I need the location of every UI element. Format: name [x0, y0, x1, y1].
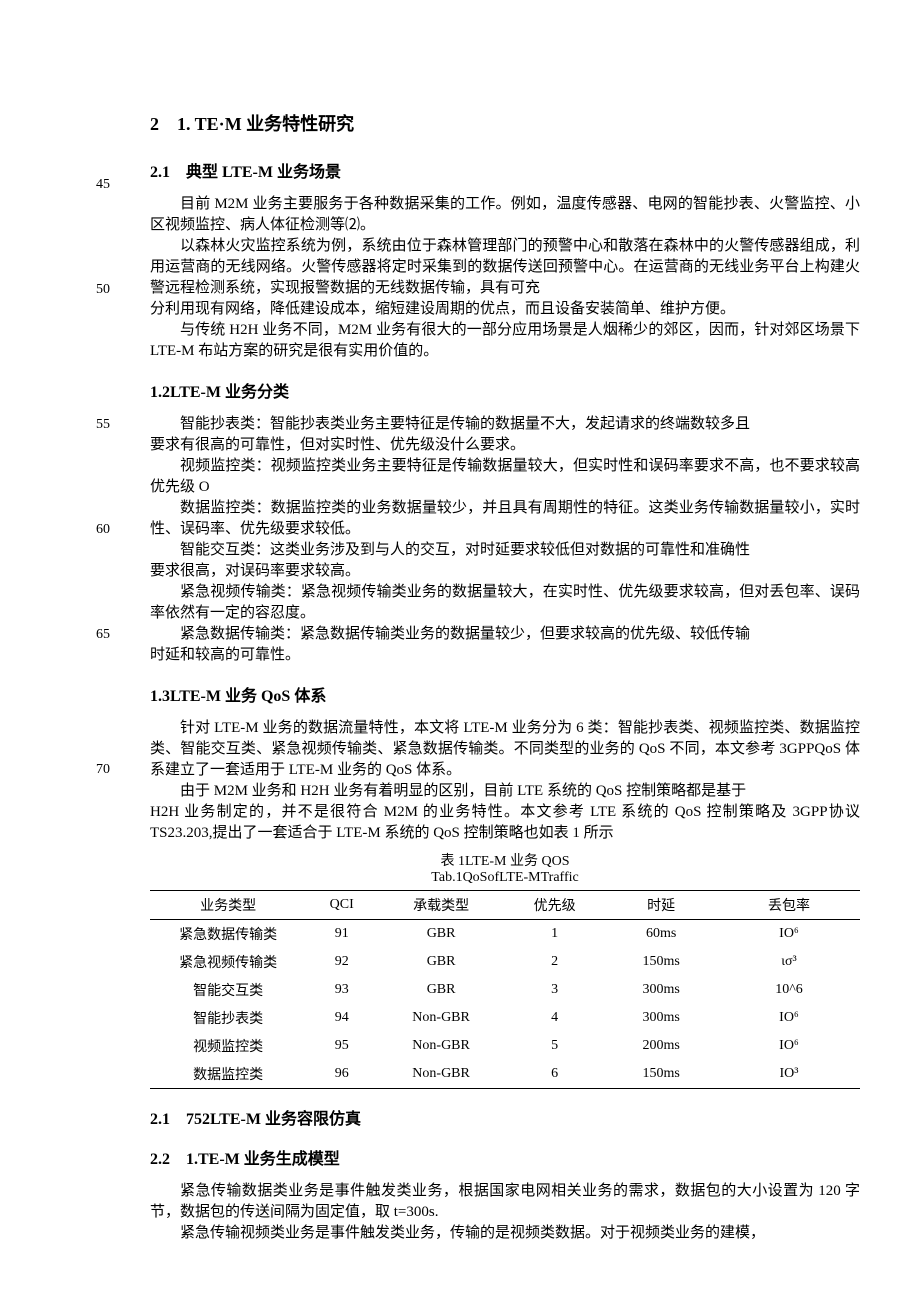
body-paragraph: 紧急传输数据类业务是事件触发类业务，根据国家电网相关业务的需求，数据包的大小设置…: [150, 1181, 860, 1223]
body-paragraph: 由于 M2M 业务和 H2H 业务有着明显的区别，目前 LTE 系统的 QoS …: [150, 781, 860, 802]
table-cell: IO⁶: [718, 920, 860, 949]
table-header-cell: 承载类型: [377, 891, 505, 920]
body-paragraph: 要求很高，对误码率要求较高。: [150, 561, 860, 582]
line-number: 60: [70, 522, 110, 538]
table-header-cell: QCI: [306, 891, 377, 920]
table-cell: 数据监控类: [150, 1060, 306, 1089]
table-cell: IO⁶: [718, 1004, 860, 1032]
section-2-1b-heading: 2.1 752LTE-M 业务容限仿真: [150, 1105, 860, 1129]
line-number: 45: [70, 177, 110, 193]
table-cell: 60ms: [604, 920, 718, 949]
table-cell: 4: [505, 1004, 604, 1032]
table-cell: 紧急视频传输类: [150, 948, 306, 976]
line-number: 65: [70, 627, 110, 643]
table-header-cell: 优先级: [505, 891, 604, 920]
table-cell: Non-GBR: [377, 1060, 505, 1089]
table-cell: 6: [505, 1060, 604, 1089]
body-paragraph: H2H 业务制定的，并不是很符合 M2M 的业务特性。本文参考 LTE 系统的 …: [150, 802, 860, 844]
section-1-3-heading: 1.3LTE-M 业务 QoS 体系: [150, 682, 860, 706]
line-number: 55: [70, 417, 110, 433]
table-cell: 93: [306, 976, 377, 1004]
table-row: 紧急数据传输类91GBR160msIO⁶: [150, 920, 860, 949]
line-number: 70: [70, 762, 110, 778]
body-paragraph: 目前 M2M 业务主要服务于各种数据采集的工作。例如，温度传感器、电网的智能抄表…: [150, 194, 860, 236]
table-cell: 94: [306, 1004, 377, 1032]
table-header-cell: 时延: [604, 891, 718, 920]
body-paragraph: 针对 LTE-M 业务的数据流量特性，本文将 LTE-M 业务分为 6 类：智能…: [150, 718, 860, 781]
table-cell: 200ms: [604, 1032, 718, 1060]
line-number: 50: [70, 282, 110, 298]
table-cell: 5: [505, 1032, 604, 1060]
body-paragraph: 紧急传输视频类业务是事件触发类业务，传输的是视频类数据。对于视频类业务的建模，: [150, 1223, 860, 1244]
body-paragraph: 视频监控类：视频监控类业务主要特征是传输数据量较大，但实时性和误码率要求不高，也…: [150, 456, 860, 498]
table-header-cell: 业务类型: [150, 891, 306, 920]
table-cell: GBR: [377, 976, 505, 1004]
table-cell: 10^6: [718, 976, 860, 1004]
table-cell: 视频监控类: [150, 1032, 306, 1060]
table-row: 智能抄表类94Non-GBR4300msIO⁶: [150, 1004, 860, 1032]
body-paragraph: 要求有很高的可靠性，但对实时性、优先级没什么要求。: [150, 435, 860, 456]
body-paragraph: 紧急数据传输类：紧急数据传输类业务的数据量较少，但要求较高的优先级、较低传输: [150, 624, 860, 645]
table-cell: IO⁶: [718, 1032, 860, 1060]
table-cell: 300ms: [604, 976, 718, 1004]
section-2-2-heading: 2.2 1.TE-M 业务生成模型: [150, 1145, 860, 1169]
table-header-cell: 丢包率: [718, 891, 860, 920]
table-cell: 91: [306, 920, 377, 949]
table-row: 数据监控类96Non-GBR6150msIO³: [150, 1060, 860, 1089]
table-cell: 150ms: [604, 948, 718, 976]
table-cell: 2: [505, 948, 604, 976]
table-cell: ισ³: [718, 948, 860, 976]
table-cell: 紧急数据传输类: [150, 920, 306, 949]
table-row: 视频监控类95Non-GBR5200msIO⁶: [150, 1032, 860, 1060]
table-row: 智能交互类93GBR3300ms10^6: [150, 976, 860, 1004]
table-header-row: 业务类型 QCI 承载类型 优先级 时延 丢包率: [150, 891, 860, 920]
table-cell: GBR: [377, 920, 505, 949]
table-cell: 300ms: [604, 1004, 718, 1032]
body-paragraph: 时延和较高的可靠性。: [150, 645, 860, 666]
table-cell: Non-GBR: [377, 1004, 505, 1032]
qos-table: 业务类型 QCI 承载类型 优先级 时延 丢包率 紧急数据传输类91GBR160…: [150, 890, 860, 1089]
table-cell: 92: [306, 948, 377, 976]
body-paragraph: 智能交互类：这类业务涉及到与人的交互，对时延要求较低但对数据的可靠性和准确性: [150, 540, 860, 561]
body-paragraph: 智能抄表类：智能抄表类业务主要特征是传输的数据量不大，发起请求的终端数较多且: [150, 414, 860, 435]
page-container: 45 50 55 60 65 70 2 1. TE·M 业务特性研究 2.1 典…: [0, 110, 920, 1244]
table-cell: 150ms: [604, 1060, 718, 1089]
section-2-1-heading: 2.1 典型 LTE-M 业务场景: [150, 158, 860, 182]
table-cell: Non-GBR: [377, 1032, 505, 1060]
table-cell: 1: [505, 920, 604, 949]
table-body: 紧急数据传输类91GBR160msIO⁶紧急视频传输类92GBR2150msισ…: [150, 920, 860, 1089]
table-cell: GBR: [377, 948, 505, 976]
body-paragraph: 数据监控类：数据监控类的业务数据量较少，并且具有周期性的特征。这类业务传输数据量…: [150, 498, 860, 540]
table-cell: IO³: [718, 1060, 860, 1089]
table-row: 紧急视频传输类92GBR2150msισ³: [150, 948, 860, 976]
table-title: 表 1LTE-M 业务 QOS: [150, 850, 860, 870]
table-cell: 95: [306, 1032, 377, 1060]
table-cell: 智能交互类: [150, 976, 306, 1004]
table-cell: 智能抄表类: [150, 1004, 306, 1032]
section-1-2-heading: 1.2LTE-M 业务分类: [150, 378, 860, 402]
body-paragraph: 分利用现有网络，降低建设成本，缩短建设周期的优点，而且设备安装简单、维护方便。: [150, 299, 860, 320]
table-cell: 3: [505, 976, 604, 1004]
table-cell: 96: [306, 1060, 377, 1089]
body-paragraph: 与传统 H2H 业务不同，M2M 业务有很大的一部分应用场景是人烟稀少的郊区，因…: [150, 320, 860, 362]
section-1-heading: 2 1. TE·M 业务特性研究: [150, 110, 860, 136]
table-subtitle: Tab.1QoSofLTE-MTraffic: [150, 870, 860, 886]
body-paragraph: 紧急视频传输类：紧急视频传输类业务的数据量较大，在实时性、优先级要求较高，但对丢…: [150, 582, 860, 624]
body-paragraph: 以森林火灾监控系统为例，系统由位于森林管理部门的预警中心和散落在森林中的火警传感…: [150, 236, 860, 299]
